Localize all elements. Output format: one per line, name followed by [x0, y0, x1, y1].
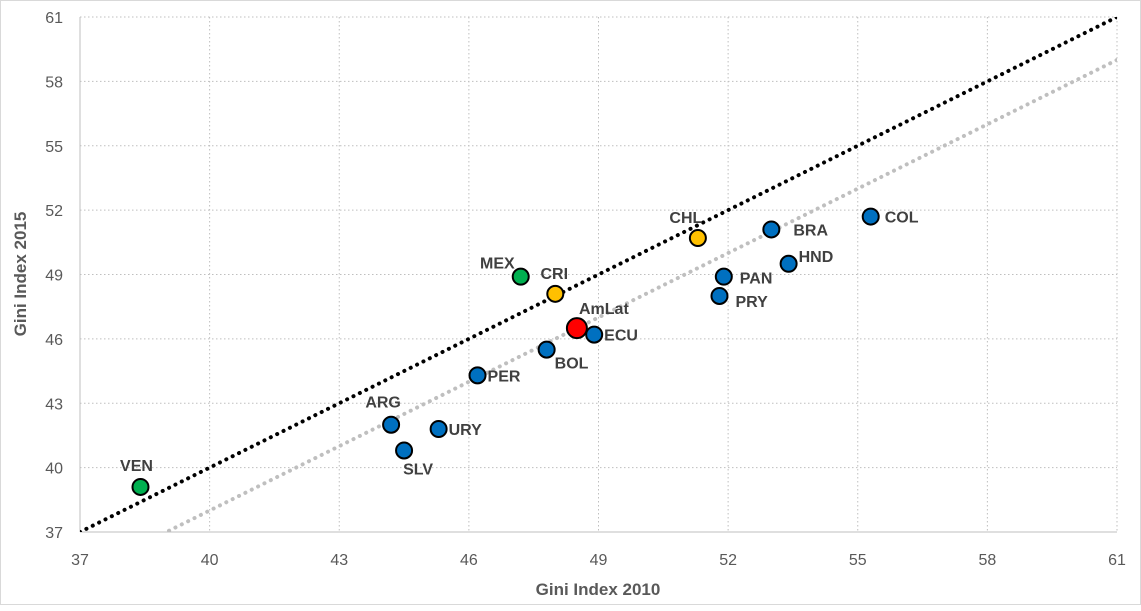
y-axis-title: Gini Index 2015: [11, 212, 30, 337]
point-amlat: [565, 317, 588, 340]
label-mex: MEX: [480, 256, 515, 273]
label-bra: BRA: [793, 222, 828, 239]
reference-line-black: [80, 17, 1117, 532]
x-tick-label: 61: [1108, 552, 1126, 569]
label-pan: PAN: [740, 271, 773, 288]
point-mex: [511, 267, 530, 286]
point-hnd: [779, 254, 798, 273]
grid-layer: [79, 16, 1118, 533]
point-col: [861, 207, 880, 226]
y-tick-label: 61: [45, 10, 63, 27]
data-points: [131, 207, 880, 496]
x-tick-label: 49: [590, 552, 608, 569]
x-tick-label: 58: [978, 552, 996, 569]
y-tick-label: 52: [45, 203, 63, 220]
x-tick-label: 43: [330, 552, 348, 569]
label-slv: SLV: [403, 461, 433, 478]
point-bra: [762, 220, 781, 239]
x-tick-label: 55: [849, 552, 867, 569]
point-arg: [382, 415, 401, 434]
x-axis-title: Gini Index 2010: [536, 580, 661, 599]
point-labels: VEN ARG SLV URY PER MEX BOL CRI AmLat ECU CHL PRY PA…: [120, 210, 919, 479]
label-pry: PRY: [735, 294, 768, 311]
y-tick-label: 37: [45, 525, 63, 542]
point-cri: [546, 284, 565, 303]
label-col: COL: [885, 210, 919, 227]
point-ecu: [585, 325, 604, 344]
label-cri: CRI: [541, 266, 569, 283]
label-chl: CHL: [669, 210, 702, 227]
point-chl: [688, 229, 707, 248]
label-per: PER: [488, 368, 521, 385]
point-pry: [710, 286, 729, 305]
label-bol: BOL: [555, 356, 589, 373]
reference-line-gray: [161, 57, 1117, 532]
tick-labels: 37 40 43 46 49 52 55 58 61 37 40 43 46 49 52 55 58 61: [45, 10, 1126, 569]
point-pan: [714, 267, 733, 286]
label-ecu: ECU: [604, 328, 638, 345]
x-tick-label: 52: [719, 552, 737, 569]
y-tick-label: 46: [45, 332, 63, 349]
y-tick-label: 49: [45, 268, 63, 285]
point-slv: [395, 441, 414, 460]
point-ven: [131, 477, 150, 496]
point-per: [468, 366, 487, 385]
x-tick-label: 46: [460, 552, 478, 569]
label-arg: ARG: [365, 395, 401, 412]
y-tick-label: 40: [45, 461, 63, 478]
label-hnd: HND: [799, 249, 834, 266]
y-tick-label: 43: [45, 396, 63, 413]
label-amlat: AmLat: [579, 301, 629, 318]
y-tick-label: 55: [45, 139, 63, 156]
point-bol: [537, 340, 556, 359]
label-ven: VEN: [120, 458, 153, 475]
point-ury: [429, 420, 448, 438]
reference-lines: [80, 17, 1117, 532]
x-tick-label: 40: [201, 552, 219, 569]
x-tick-label: 37: [71, 552, 89, 569]
y-tick-label: 58: [45, 74, 63, 91]
label-ury: URY: [449, 422, 483, 439]
